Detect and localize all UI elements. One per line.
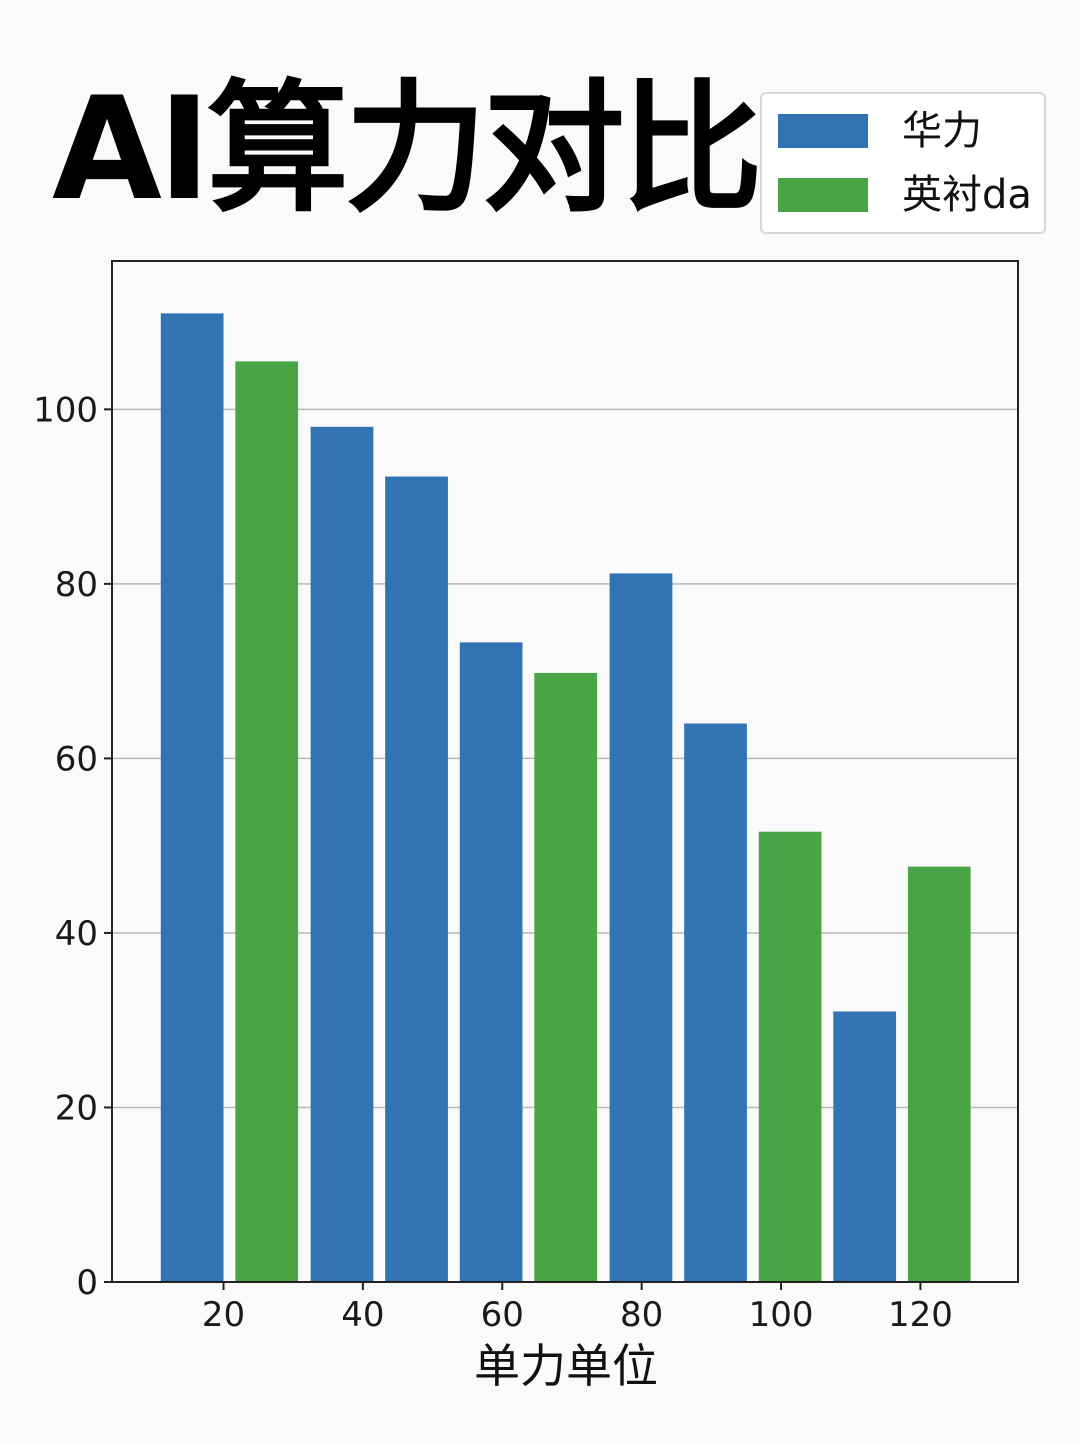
y-tick-label: 20 (55, 1088, 98, 1128)
x-tick-label: 40 (341, 1295, 384, 1335)
bar-huali-3 (385, 476, 448, 1282)
legend: 华力 英衬da (760, 92, 1046, 234)
legend-label-yingcunda: 英衬da (902, 172, 1032, 218)
bars (160, 313, 971, 1282)
bar-huali-9 (833, 1011, 897, 1282)
y-tick-label: 40 (55, 914, 98, 954)
bar-yingcunda-8 (758, 831, 822, 1282)
x-tick-label: 20 (202, 1295, 245, 1335)
x-tick-label: 100 (749, 1295, 814, 1335)
x-tick-label: 60 (481, 1295, 524, 1335)
x-tick-label: 120 (888, 1295, 953, 1335)
y-tick-label: 80 (55, 565, 98, 605)
bar-yingcunda-1 (235, 361, 299, 1282)
chart-title: AI算力对比 (52, 67, 763, 232)
x-axis-label: 单力单位 (474, 1339, 658, 1393)
y-tick-label: 100 (33, 390, 98, 430)
bar-huali-0 (160, 313, 224, 1282)
legend-swatch-yingcunda (778, 178, 868, 212)
bar-huali-6 (609, 573, 673, 1282)
ticks: 0 20 40 60 80 100 20 40 60 80 100 120 (33, 390, 953, 1335)
x-tick-label: 80 (620, 1295, 663, 1335)
y-tick-label: 0 (76, 1263, 98, 1303)
plot-frame (111, 260, 1019, 1283)
legend-swatch-huali (778, 114, 868, 148)
bar-huali-2 (310, 426, 374, 1282)
y-tick-label: 60 (55, 739, 98, 779)
bar-huali-4 (459, 642, 523, 1282)
legend-label-huali: 华力 (902, 108, 982, 154)
bar-yingcunda-5 (534, 672, 598, 1282)
bar-yingcunda-10 (907, 866, 971, 1282)
bar-huali-7 (684, 723, 747, 1282)
